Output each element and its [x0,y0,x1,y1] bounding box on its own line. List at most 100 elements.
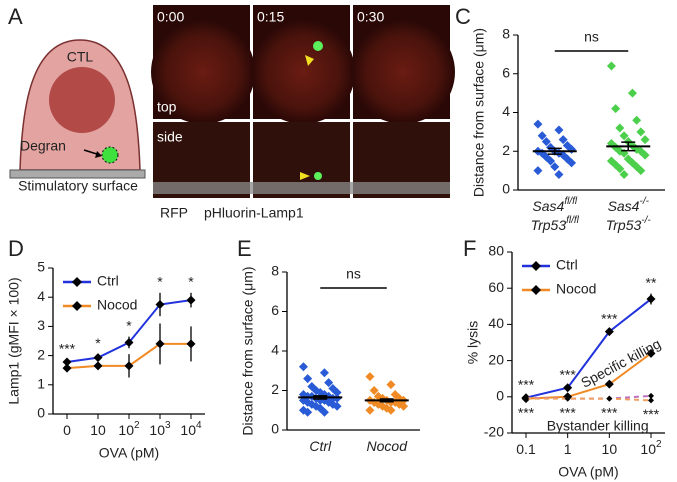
granule-signal [314,172,322,180]
data-point [324,378,334,388]
y-axis-label: % lysis [465,321,481,365]
data-point [533,119,543,129]
significance: * [188,274,194,290]
data-point [541,137,551,147]
label-text: 1 [564,441,572,457]
data-point [124,361,134,371]
data-point [567,158,577,168]
cell-image [251,20,355,124]
label-text: 10 [149,422,165,438]
y-tick-label: 2 [502,142,510,158]
data-point [62,357,72,367]
data-point [365,405,375,415]
data-point [563,383,573,393]
cell-image [151,20,255,124]
data-point [93,353,103,363]
data-point [62,363,72,373]
annotation: Specific killing [578,335,663,390]
legend-label: Ctrl [97,273,119,289]
arrowhead [305,55,314,66]
x-axis-label: OVA (pM) [558,464,618,480]
legend-label: Nocod [556,281,596,297]
superscript: 4 [196,420,202,431]
data-point [332,401,342,411]
y-tick-label: 60 [488,279,504,295]
superscript: 2 [134,420,140,431]
data-point [619,131,629,141]
label-text: Sas4 [608,198,640,214]
y-axis-label: Lamp1 (gMFI × 100) [6,277,22,404]
data-point [155,339,165,349]
label-text: Trp53 [606,217,642,233]
panel-letter: D [8,236,24,261]
data-point [619,170,629,179]
label-text: 10 [118,422,134,438]
tick-label: 104 [180,420,202,438]
time-label: 0:00 [157,9,184,25]
annotation: ns [584,29,599,45]
legend-marker [72,277,82,287]
data-point [636,166,646,176]
data-point [186,295,196,305]
superscript: -/- [641,215,651,226]
channel-label: pHluorin-Lamp1 [204,205,304,221]
data-point [640,135,650,145]
nucleus [49,67,115,133]
significance: *** [601,311,618,327]
legend-marker [531,285,541,295]
label-text: Ctrl [309,438,332,454]
series-line [526,397,652,402]
significance: ** [646,274,657,290]
y-tick-label: 0 [271,421,279,437]
data-point [332,387,342,397]
data-point [632,115,642,125]
tick-label: 0.1 [516,441,536,457]
data-point [124,337,134,347]
time-label: 0:15 [257,9,284,25]
surface [9,169,146,179]
y-tick-label: 2 [271,381,279,397]
y-tick-label: 0 [37,405,45,421]
data-point [648,392,654,399]
label-text: 10 [640,441,656,457]
significance: *** [59,340,76,356]
data-point [386,405,396,415]
data-point [554,170,564,179]
data-point [640,150,650,160]
tick-label: 10 [602,441,618,457]
panel-letter: A [8,4,23,29]
tick-label: 103 [149,420,171,438]
data-point [604,327,614,337]
y-tick-label: 4 [271,342,279,358]
arrow-head [95,151,102,158]
label-text: 10 [180,422,196,438]
data-point [303,407,313,417]
cell-diagram: CTL Degran Stimulatory surface [9,39,146,194]
y-tick-label: 20 [488,351,504,367]
label-text: Sas4 [532,198,564,214]
data-point [319,407,329,417]
data-point [365,372,375,382]
significance: *** [601,404,618,420]
tick-label: Nocod [367,438,409,454]
granule-label: Degran [20,138,66,154]
time-label: 0:30 [357,9,384,25]
data-point [546,156,556,166]
data-point [155,300,165,309]
tick-label: Sas4-/- [608,196,650,214]
data-point [550,162,560,172]
tick-label: Ctrl [309,438,332,454]
y-axis-label: Distance from surface (μm) [240,266,256,435]
data-point [533,166,543,176]
legend-marker [531,261,541,271]
view-label: side [157,129,183,145]
channel-label: RFP [160,205,188,221]
data-point [604,379,614,389]
y-tick-label: 40 [488,315,504,331]
arrowhead [300,172,310,180]
label-text: Trp53 [531,217,567,233]
data-point [298,362,308,372]
data-point [615,123,625,133]
y-axis-label: Distance from surface (μm) [471,28,487,197]
y-tick-label: 0 [502,181,510,197]
